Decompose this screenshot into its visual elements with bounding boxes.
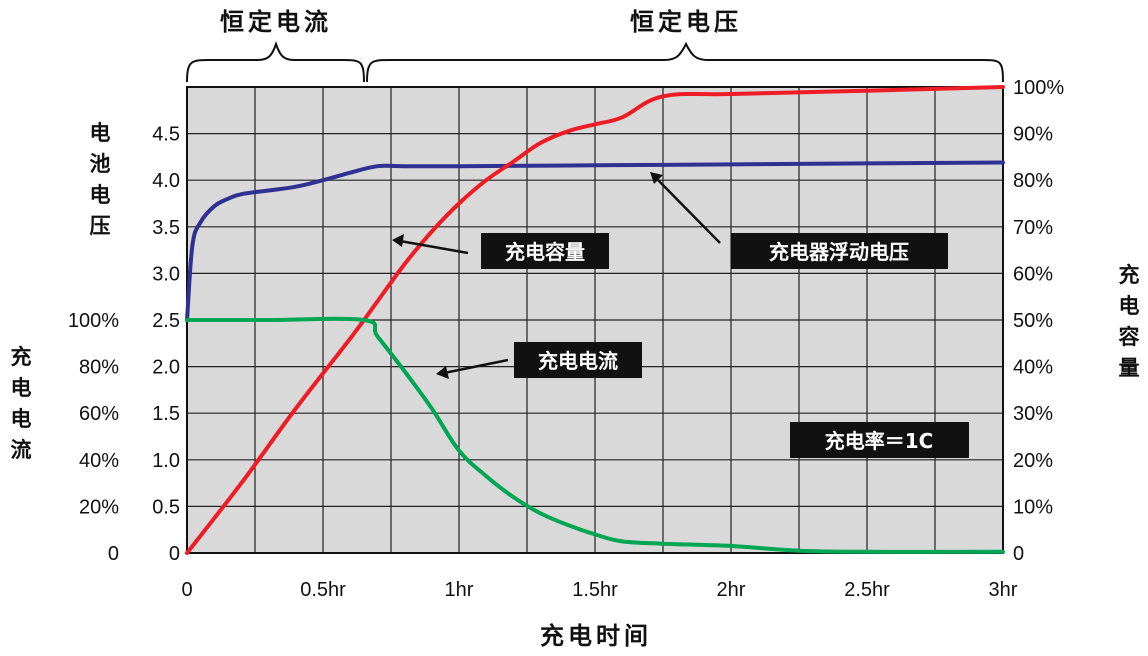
axis-title-char: 量 bbox=[1119, 356, 1140, 380]
axis-title-char: 充 bbox=[1119, 263, 1140, 287]
y-current-axis-title: 充电电流 bbox=[11, 345, 32, 462]
axis-title-char: 电 bbox=[11, 407, 32, 431]
x-tick-label: 2.5hr bbox=[844, 579, 890, 601]
y-current-tick-label: 40% bbox=[79, 450, 119, 472]
x-tick-label: 2hr bbox=[717, 579, 746, 601]
annotation-current: 充电电流 bbox=[436, 342, 642, 379]
y-capacity-tick-label: 90% bbox=[1013, 124, 1053, 146]
y-capacity-tick-label: 0 bbox=[1013, 543, 1024, 565]
annotation-label: 充电率＝1C bbox=[825, 429, 934, 453]
arrowhead-icon bbox=[392, 234, 404, 247]
phase-label-constant-current: 恒定电流 bbox=[220, 8, 332, 36]
y-current-tick-label: 0 bbox=[108, 543, 119, 565]
axis-title-char: 电 bbox=[90, 183, 111, 207]
y-current-tick-label: 20% bbox=[79, 496, 119, 518]
y-voltage-tick-label: 4.5 bbox=[152, 124, 180, 146]
y-capacity-tick-label: 70% bbox=[1013, 217, 1053, 239]
series-line-voltage bbox=[185, 160, 1005, 322]
y-capacity-tick-label: 60% bbox=[1013, 263, 1053, 285]
y-capacity-tick-label: 20% bbox=[1013, 450, 1053, 472]
y-voltage-tick-label: 0.5 bbox=[152, 496, 180, 518]
y-capacity-axis-title: 充电容量 bbox=[1119, 263, 1140, 380]
annotation-arrow bbox=[399, 239, 469, 255]
annotation-capacity: 充电容量 bbox=[392, 233, 609, 269]
annotation-charge-rate: 充电率＝1C bbox=[790, 422, 969, 458]
annotation-label: 充电容量 bbox=[505, 240, 585, 264]
y-voltage-tick-label: 1.0 bbox=[152, 450, 180, 472]
annotation-arrow bbox=[443, 358, 509, 375]
y-voltage-tick-label: 3.5 bbox=[152, 217, 180, 239]
annotation-label: 充电器浮动电压 bbox=[769, 240, 909, 264]
y-capacity-tick-label: 80% bbox=[1013, 170, 1053, 192]
annotation-box bbox=[514, 342, 642, 378]
x-tick-label: 0 bbox=[181, 579, 192, 601]
x-axis-title: 充电时间 bbox=[540, 622, 652, 650]
arrowhead-icon bbox=[436, 366, 449, 379]
axis-title-char: 容 bbox=[1119, 325, 1140, 349]
phase-label-constant-voltage: 恒定电压 bbox=[630, 8, 742, 36]
axis-title-char: 池 bbox=[90, 152, 111, 176]
brace-constant-voltage bbox=[366, 41, 1004, 83]
y-voltage-tick-label: 2.5 bbox=[152, 310, 180, 332]
y-capacity-tick-label: 40% bbox=[1013, 357, 1053, 379]
arrowhead-icon bbox=[650, 172, 663, 184]
x-tick-label: 3hr bbox=[989, 579, 1018, 601]
y-voltage-tick-label: 1.5 bbox=[152, 403, 180, 425]
tick-labels: 0 0.5hr 1hr 1.5hr 2hr 2.5hr 3hr 0 0.5 1.0 1.5 2.0 2.… bbox=[68, 77, 1065, 601]
annotation-arrow bbox=[656, 178, 721, 244]
axis-title-char: 电 bbox=[11, 376, 32, 400]
y-voltage-tick-label: 4.0 bbox=[152, 170, 180, 192]
y-capacity-tick-label: 100% bbox=[1013, 77, 1064, 99]
axis-title-char: 电 bbox=[1119, 294, 1140, 318]
y-capacity-tick-label: 10% bbox=[1013, 496, 1053, 518]
y-capacity-tick-label: 30% bbox=[1013, 403, 1053, 425]
series-group bbox=[185, 85, 1005, 555]
axis-title-char: 充 bbox=[11, 345, 32, 369]
series-line-capacity bbox=[185, 85, 1005, 555]
annotation-label: 充电电流 bbox=[538, 349, 618, 373]
x-tick-label: 1hr bbox=[445, 579, 474, 601]
annotation-box bbox=[481, 233, 609, 269]
y-voltage-tick-label: 2.0 bbox=[152, 357, 180, 379]
axis-title-char: 压 bbox=[90, 214, 111, 238]
brace-constant-current bbox=[186, 40, 365, 83]
x-tick-label: 0.5hr bbox=[300, 579, 346, 601]
axis-title-char: 流 bbox=[11, 438, 32, 462]
series-line-current bbox=[185, 316, 1005, 554]
y-voltage-tick-label: 3.0 bbox=[152, 263, 180, 285]
y-current-tick-label: 80% bbox=[79, 357, 119, 379]
y-capacity-tick-label: 50% bbox=[1013, 310, 1053, 332]
y-voltage-tick-label: 0 bbox=[169, 543, 180, 565]
x-tick-label: 1.5hr bbox=[572, 579, 618, 601]
annotation-float-voltage: 充电器浮动电压 bbox=[650, 172, 948, 269]
annotation-box bbox=[731, 233, 948, 269]
axis-title-char: 电 bbox=[90, 121, 111, 145]
y-current-tick-label: 60% bbox=[79, 403, 119, 425]
y-current-tick-label: 100% bbox=[68, 310, 119, 332]
annotation-box bbox=[790, 422, 969, 458]
